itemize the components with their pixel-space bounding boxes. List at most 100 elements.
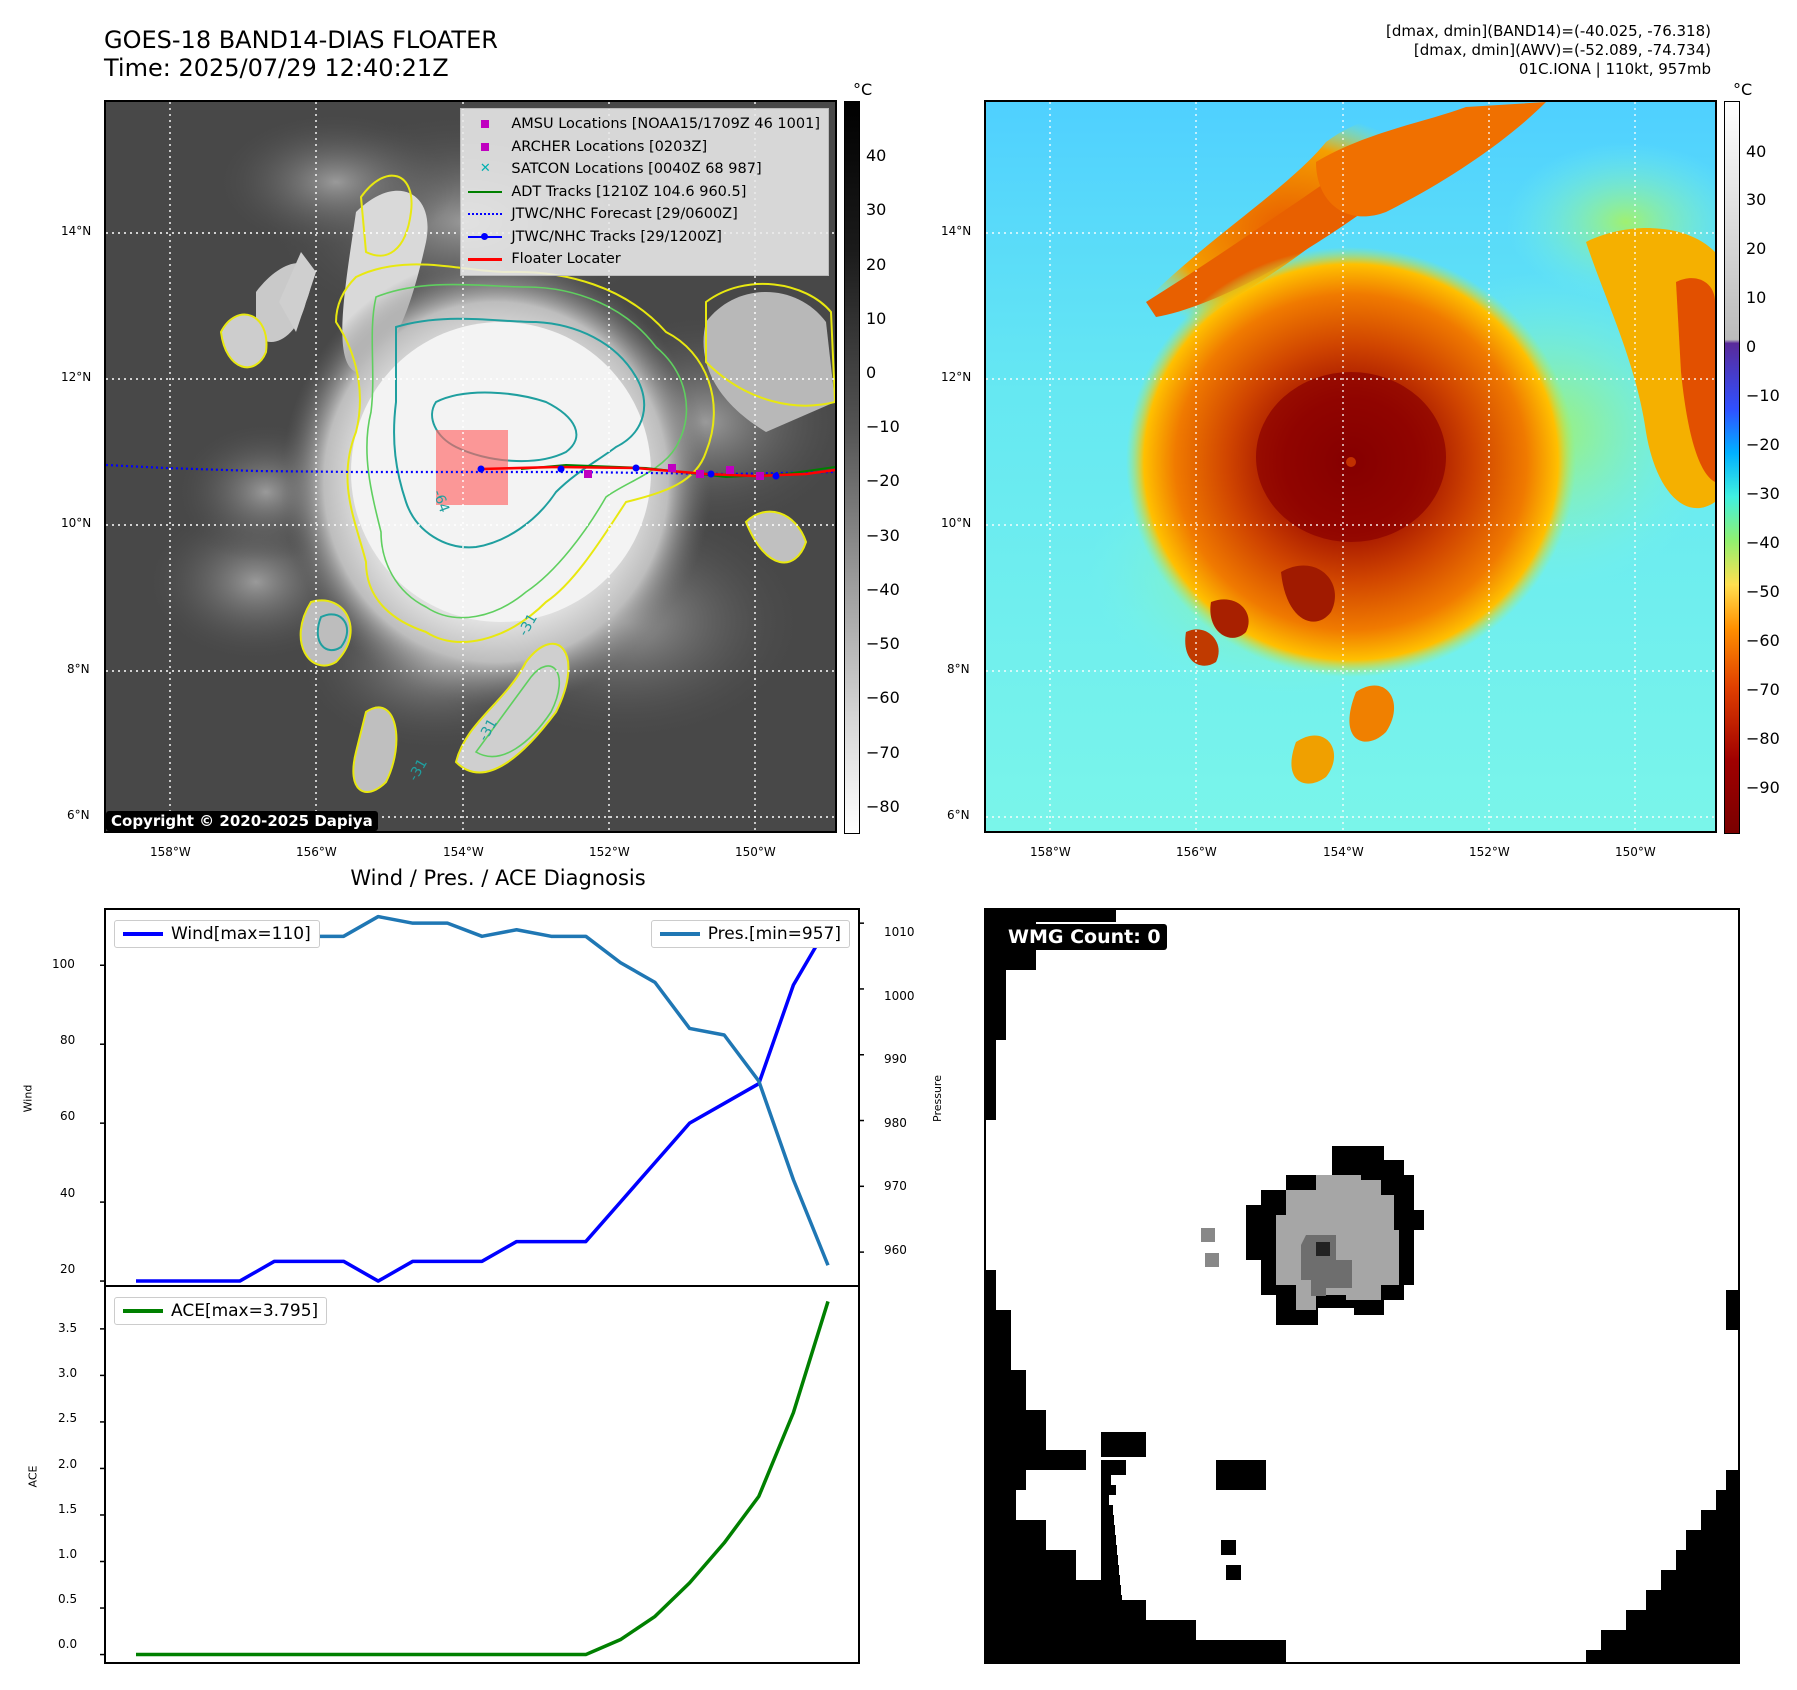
storm-stats: [dmax, dmin](BAND14)=(-40.025, -76.318) …: [1386, 22, 1711, 79]
map2-lat-label-14n: 14°N: [941, 224, 972, 238]
ace-axis-label: ACE: [26, 1465, 40, 1488]
map2-lon-label-156w: 156°W: [1176, 845, 1217, 859]
gray-cb-tick: −30: [866, 526, 900, 545]
gray-cb-tick: −60: [866, 688, 900, 707]
color-cb-tick: 40: [1746, 142, 1767, 161]
map2-lon-label-150w: 150°W: [1615, 845, 1656, 859]
wind-legend-line: [123, 932, 163, 936]
ace-ytick: 1.0: [58, 1547, 78, 1561]
wind-legend-label: Wind[max=110]: [171, 924, 311, 944]
color-cb-tick: −90: [1746, 778, 1780, 797]
map2-lon-label-158w: 158°W: [1030, 845, 1071, 859]
map-legend: AMSU Locations [NOAA15/1709Z 46 1001] AR…: [460, 108, 829, 276]
diagnosis-title: Wind / Pres. / ACE Diagnosis: [350, 866, 646, 890]
ace-legend-label: ACE[max=3.795]: [171, 1301, 319, 1321]
figure-title-line2: Time: 2025/07/29 12:40:21Z: [104, 54, 449, 82]
map2-lon-label-152w: 152°W: [1469, 845, 1510, 859]
color-cb-tick: 0: [1746, 337, 1757, 356]
gray-cb-tick: 10: [866, 309, 887, 328]
figure-title: GOES-18 BAND14-DIAS FLOATER Time: 2025/0…: [104, 26, 498, 82]
gray-cb-tick: −50: [866, 634, 900, 653]
map2-lat-label-6n: 6°N: [947, 808, 970, 822]
legend-floater: Floater Locater: [467, 248, 820, 271]
wmg-mask: [986, 910, 1738, 1662]
gray-cb-tick: −10: [866, 417, 900, 436]
ace-ytick: 3.0: [58, 1366, 78, 1380]
gray-cb-tick: −40: [866, 580, 900, 599]
gray-colorbar-unit: °C: [853, 80, 873, 99]
map1-lat-label-12n: 12°N: [61, 370, 92, 384]
map1-lat-label-14n: 14°N: [61, 224, 92, 238]
map2-lat-label-8n: 8°N: [947, 662, 970, 676]
ace-series-line: [136, 1300, 830, 1657]
gray-cb-tick: −70: [866, 743, 900, 762]
pressure-ytick: 970: [884, 1179, 907, 1193]
pressure-ytick: 1000: [884, 989, 915, 1003]
pressure-legend-line: [659, 932, 700, 936]
ace-ytick: 2.5: [58, 1411, 78, 1425]
gray-colorbar: [844, 101, 860, 834]
band14-range: [dmax, dmin](BAND14)=(-40.025, -76.318): [1386, 22, 1711, 40]
legend-archer: ARCHER Locations [0203Z]: [467, 136, 820, 159]
color-cb-tick: 10: [1746, 288, 1767, 307]
ir-grayscale-map: -64 -31 -31 -31 AMSU Locations [NOAA15/1…: [104, 100, 837, 833]
legend-forecast: JTWC/NHC Forecast [29/0600Z]: [467, 203, 820, 226]
map1-lat-label-6n: 6°N: [67, 808, 90, 822]
ace-legend-line: [123, 1309, 163, 1313]
wmg-panel: WMG Count: 0: [984, 908, 1740, 1664]
wind-ytick: 40: [60, 1186, 76, 1200]
map2-lat-label-10n: 10°N: [941, 516, 972, 530]
ir-color-map: [984, 100, 1717, 833]
map2-lon-label-154w: 154°W: [1323, 845, 1364, 859]
ace-plot: [100, 1300, 830, 1657]
wind-legend: Wind[max=110]: [114, 920, 320, 948]
color-colorbar-unit: °C: [1733, 80, 1753, 99]
pressure-ytick: 960: [884, 1243, 907, 1257]
pressure-axis-label: Pressure: [930, 1075, 944, 1122]
ace-chart: ACE[max=3.795]: [100, 1285, 860, 1664]
color-cb-tick: −50: [1746, 582, 1780, 601]
wmg-count-badge: WMG Count: 0: [1002, 924, 1167, 950]
wind-ytick: 60: [60, 1109, 76, 1123]
map1-lon-label-154w: 154°W: [443, 845, 484, 859]
legend-tracks: JTWC/NHC Tracks [29/1200Z]: [467, 226, 820, 249]
color-cb-tick: −20: [1746, 435, 1780, 454]
wind-ytick: 20: [60, 1262, 76, 1276]
legend-adt: ADT Tracks [1210Z 104.6 960.5]: [467, 181, 820, 204]
color-colorbar: [1724, 101, 1740, 834]
pressure-series-line: [136, 914, 830, 1266]
gray-cb-tick: −80: [866, 797, 900, 816]
ace-ytick: 0.0: [58, 1637, 78, 1651]
ace-ytick: 3.5: [58, 1321, 78, 1335]
wind-axis-label: Wind: [21, 1084, 35, 1113]
map1-lon-label-150w: 150°W: [735, 845, 776, 859]
pressure-ytick: 990: [884, 1052, 907, 1066]
figure-title-line1: GOES-18 BAND14-DIAS FLOATER: [104, 26, 498, 54]
wind-ytick: 100: [52, 957, 75, 971]
wind-pressure-plot: [100, 914, 864, 1283]
color-cb-tick: −70: [1746, 680, 1780, 699]
ace-ytick: 2.0: [58, 1457, 78, 1471]
color-cb-tick: −40: [1746, 533, 1780, 552]
gray-cb-tick: 20: [866, 255, 887, 274]
map2-lat-label-12n: 12°N: [941, 370, 972, 384]
wind-series-line: [136, 924, 830, 1283]
color-cb-tick: −30: [1746, 484, 1780, 503]
map1-lat-label-8n: 8°N: [67, 662, 90, 676]
storm-info: 01C.IONA | 110kt, 957mb: [1518, 60, 1711, 78]
ace-ytick: 0.5: [58, 1592, 78, 1606]
color-cb-tick: −10: [1746, 386, 1780, 405]
pressure-legend: Pres.[min=957]: [650, 920, 850, 948]
color-cb-tick: 30: [1746, 190, 1767, 209]
gray-cb-tick: −20: [866, 471, 900, 490]
copyright-badge: Copyright © 2020-2025 Dapiya: [106, 811, 378, 831]
gray-cb-tick: 0: [866, 363, 877, 382]
gray-cb-tick: 40: [866, 146, 887, 165]
contour-label-64: -64: [429, 488, 452, 515]
map1-lon-label-158w: 158°W: [150, 845, 191, 859]
awv-range: [dmax, dmin](AWV)=(-52.089, -74.734): [1413, 41, 1711, 59]
color-cb-tick: −80: [1746, 729, 1780, 748]
color-cb-tick: 20: [1746, 239, 1767, 258]
map1-lon-label-152w: 152°W: [589, 845, 630, 859]
gray-cb-tick: 30: [866, 200, 887, 219]
